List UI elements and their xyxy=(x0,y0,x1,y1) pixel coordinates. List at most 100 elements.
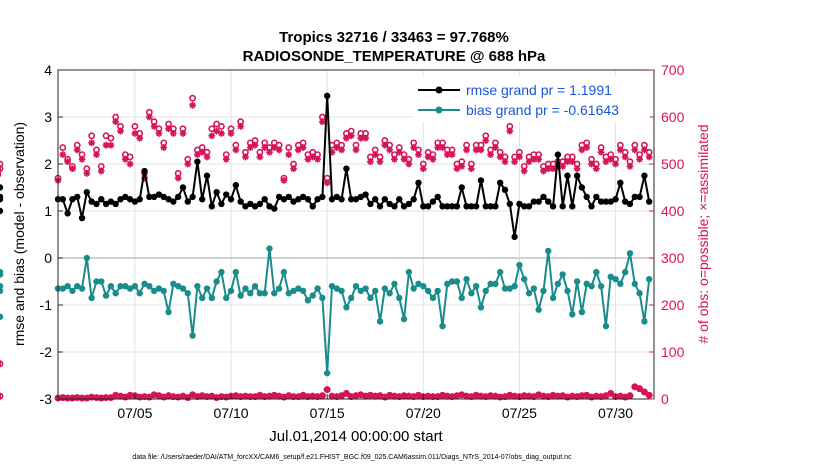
rmse-point xyxy=(333,193,340,201)
rmse-point xyxy=(626,200,634,208)
y2-tick-label: 200 xyxy=(661,297,685,313)
rmse-point xyxy=(420,203,427,210)
rmse-point xyxy=(285,193,292,201)
assimilated-obs-marker xyxy=(184,160,192,168)
bias-point xyxy=(444,280,451,288)
bias-point xyxy=(607,273,614,280)
bias-point xyxy=(198,294,206,302)
assimilated-obs-marker xyxy=(155,130,163,137)
rmse-point xyxy=(126,196,134,203)
bias-point xyxy=(179,285,187,292)
rmse-point xyxy=(521,203,528,210)
rmse-point xyxy=(569,203,576,210)
bias-point xyxy=(242,285,249,292)
assimilated-obs-marker xyxy=(294,146,302,154)
assimilated-obs-marker xyxy=(520,167,528,175)
rmse-point xyxy=(439,203,446,210)
assimilated-obs-marker xyxy=(631,146,639,154)
rmse-point xyxy=(597,198,605,205)
bias-point xyxy=(247,290,254,297)
rmse-point xyxy=(376,203,384,210)
assimilated-obs-marker xyxy=(261,144,269,151)
bias-point xyxy=(583,280,590,288)
low-count-assimilated-marker xyxy=(554,392,562,400)
rmse-point xyxy=(396,196,403,203)
possible-obs-marker xyxy=(218,123,225,130)
bias-point xyxy=(487,280,494,288)
rmse-point xyxy=(424,203,432,210)
assimilated-obs-marker xyxy=(232,146,240,154)
rmse-point xyxy=(314,196,321,203)
rmse-point xyxy=(93,200,100,208)
rmse-point xyxy=(232,181,240,189)
y-tick-label: -2 xyxy=(40,344,53,360)
rmse-point xyxy=(525,203,533,210)
low-count-assimilated-marker xyxy=(342,389,350,397)
bias-point xyxy=(0,287,4,295)
rmse-point xyxy=(463,203,470,210)
legend-rmse-marker xyxy=(435,86,443,94)
y2-tick-label: 0 xyxy=(661,391,669,407)
rmse-point xyxy=(573,172,581,179)
bias-point xyxy=(554,280,562,288)
y2-tick-label: 500 xyxy=(661,156,685,172)
rmse-point xyxy=(266,203,273,210)
rmse-point xyxy=(112,200,119,208)
assimilated-obs-marker xyxy=(506,127,514,135)
bias-point xyxy=(83,254,91,262)
possible-obs-marker xyxy=(0,160,4,168)
bias-point xyxy=(573,278,581,285)
bias-point xyxy=(535,306,542,313)
rmse-point xyxy=(64,210,71,217)
chart-title: Tropics 32716 / 33463 = 97.768% xyxy=(279,29,509,46)
bias-point xyxy=(338,287,345,295)
y-tick-label: -1 xyxy=(40,297,53,313)
bias-point xyxy=(131,283,139,290)
rmse-point xyxy=(309,203,316,210)
rmse-point xyxy=(174,193,182,201)
rmse-point xyxy=(410,196,417,203)
rmse-point xyxy=(540,193,547,201)
assimilated-obs-marker xyxy=(179,130,187,137)
rmse-point xyxy=(400,203,408,210)
bias-point xyxy=(472,283,480,290)
bias-point xyxy=(357,287,365,295)
bias-point xyxy=(102,292,110,299)
bias-point xyxy=(150,287,158,295)
assimilated-obs-marker xyxy=(636,155,643,163)
assimilated-obs-marker xyxy=(338,146,345,154)
bias-point xyxy=(69,287,76,295)
bias-point xyxy=(261,290,268,297)
bias-point xyxy=(530,285,538,292)
low-count-assimilated-marker xyxy=(636,385,643,393)
assimilated-obs-marker xyxy=(607,155,615,163)
assimilated-obs-marker xyxy=(612,160,619,168)
assimilated-obs-marker xyxy=(616,146,624,154)
bias-point xyxy=(448,278,456,285)
bias-point xyxy=(453,278,461,285)
assimilated-obs-marker xyxy=(102,141,110,149)
assimilated-obs-marker xyxy=(544,165,552,173)
bias-point xyxy=(506,285,514,292)
rmse-point xyxy=(304,196,312,203)
x-axis-label: Jul.01,2014 00:00:00 start xyxy=(269,428,443,445)
bias-point xyxy=(645,275,653,283)
bias-point xyxy=(160,287,167,295)
assimilated-obs-marker xyxy=(83,170,91,177)
assimilated-obs-marker xyxy=(597,148,605,156)
low-count-assimilated-marker xyxy=(520,392,528,400)
bias-point xyxy=(549,294,557,302)
assimilated-obs-marker xyxy=(251,141,259,149)
rmse-point xyxy=(559,203,566,210)
assimilated-obs-marker xyxy=(463,146,470,154)
bias-point xyxy=(275,285,283,292)
rmse-point xyxy=(247,200,254,208)
bias-point xyxy=(218,268,225,276)
bias-point xyxy=(492,280,499,288)
rmse-point xyxy=(602,198,610,205)
bias-point xyxy=(386,290,393,297)
bias-point xyxy=(381,285,389,292)
plot-marks xyxy=(0,92,653,402)
rmse-point xyxy=(453,203,461,210)
bias-point xyxy=(525,290,533,297)
